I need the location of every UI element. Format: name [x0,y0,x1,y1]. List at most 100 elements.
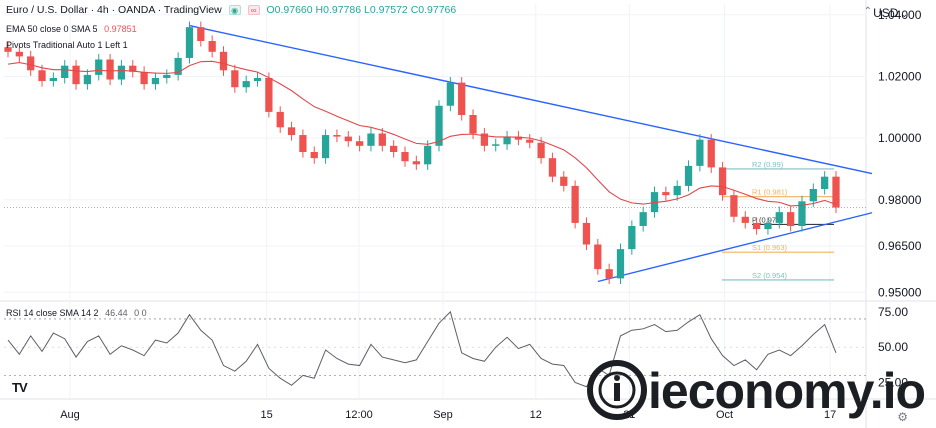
candle-body [208,41,216,52]
candle-body [390,145,398,152]
candle-body [321,135,330,159]
pivots-label: Pivots Traditional Auto 1 Left 1 [6,40,128,50]
candle-body [696,139,704,166]
candle-body [378,133,386,146]
candle-body [299,135,307,152]
candle-body [310,152,318,159]
pivot-label: R2 (0.99) [752,160,784,169]
candle-body [185,27,194,58]
y-tick-label: 0.95000 [878,285,922,299]
candle-body [730,195,738,217]
candle-body [276,111,284,128]
candle-body [446,82,454,106]
candle-body [61,65,69,78]
candle-body [265,78,273,112]
rsi-extra: 0 0 [134,308,147,318]
candle-body [95,59,103,75]
pivot-label: S2 (0.954) [752,271,788,280]
x-tick-label: Aug [60,409,80,421]
candle-body [707,139,715,168]
watermark-logo-icon [587,360,647,420]
candle-body [435,105,443,146]
chevron-down-icon: ⌄ [900,9,908,19]
rsi-legend[interactable]: RSI 14 close SMA 14 2 46.44 0 0 [6,308,151,318]
candle-body [526,139,534,143]
rsi-tick-label: 50.00 [878,340,908,354]
x-tick-label: Oct [716,409,733,421]
ema-value: 0.97851 [104,24,137,34]
ema-legend[interactable]: EMA 50 close 0 SMA 5 0.97851 [6,24,141,34]
pivots-legend[interactable]: Pivots Traditional Auto 1 Left 1 [6,40,132,50]
trendline [189,24,873,175]
candle-body [424,145,432,165]
candle-body [809,189,817,202]
y-tick-label: 0.98000 [878,193,922,207]
candle-body [582,222,591,245]
candle-body [469,115,477,134]
candle-body [458,82,466,115]
candle-body [27,56,35,71]
candle-body [514,136,523,140]
eye-icon[interactable]: ◉ [228,5,241,16]
tradingview-logo[interactable]: TV [12,380,28,395]
ema-label: EMA 50 close 0 SMA 5 [6,24,98,34]
candle-body [718,167,727,196]
x-tick-label: 12 [530,409,542,421]
candle-body [129,65,137,72]
candle-body [798,201,806,226]
candle-body [38,70,46,82]
y-tick-label: 1.04000 [878,8,922,22]
candle-body [787,212,795,226]
x-tick-label: 12:00 [345,409,373,421]
candle-body [571,185,579,223]
candle-body [752,222,761,230]
y-tick-label: 1.02000 [878,69,922,83]
gear-icon[interactable]: ⚙ [897,410,908,424]
candle-body [117,65,126,80]
ema50-line [7,60,837,207]
candle-body [639,212,647,226]
x-tick-label: 15 [261,409,273,421]
candle-body [537,142,545,159]
currency-label: USD [873,6,899,20]
candle-body [106,59,114,80]
candle-body [401,152,409,162]
ohlc-values: O0.97660 H0.97786 L0.97572 C0.97766 [266,4,457,16]
candle-body [344,136,352,142]
candle-body [741,216,749,223]
candle-body [83,74,92,85]
y-tick-label: 0.96500 [878,239,922,253]
trendline [597,212,873,283]
currency-selector[interactable]: USD ⌄ [873,6,908,20]
pivot-label: S1 (0.963) [752,243,788,252]
candle-body [503,136,511,145]
candle-body [355,141,364,146]
symbol-title[interactable]: Euro / U.S. Dollar · 4h · OANDA · Tradin… [6,4,222,16]
candle-body [605,269,613,279]
candle-body [163,74,171,78]
fx-icon[interactable]: ∞ [247,5,260,16]
y-tick-label: 1.00000 [878,131,922,145]
candle-body [231,70,239,88]
rsi-tick-label: 25.00 [878,375,908,389]
candle-body [764,222,772,230]
rsi-value: 46.44 [105,308,128,318]
candle-body [72,65,80,85]
candle-body [560,176,568,186]
candle-body [333,135,341,137]
candle-body [219,51,228,71]
pivot-label: R1 (0.981) [752,188,788,197]
symbol-legend: Euro / U.S. Dollar · 4h · OANDA · Tradin… [6,4,460,16]
watermark: ieconomy.io [586,355,931,427]
candle-body [616,249,625,279]
candle-body [684,165,693,186]
collapse-chevron-icon[interactable]: ⌃ [863,6,872,17]
candle-body [628,226,636,250]
candle-body [367,133,375,146]
watermark-text: ieconomy.io [648,363,926,419]
candle-body [253,78,262,82]
candle-body [287,127,296,136]
x-tick-label: 17 [824,409,836,421]
